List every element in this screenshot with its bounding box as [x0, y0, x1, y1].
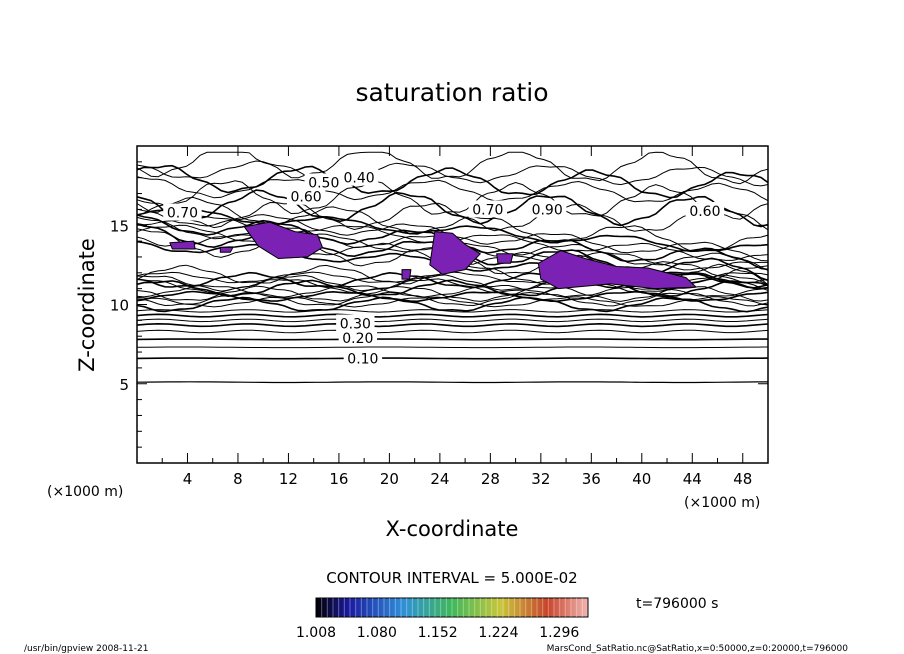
x-tick-label: 12 [279, 470, 298, 488]
y-tick-label: 10 [110, 297, 129, 315]
contour-labels: 0.100.200.300.400.500.600.70 0.70 0.90 0.60 [163, 168, 725, 367]
contour-label-bg [304, 173, 343, 191]
supersaturated-region [219, 246, 234, 253]
colorbar-tick-label: 1.152 [418, 625, 458, 641]
x-tick-label: 4 [183, 470, 193, 488]
colorbar-tick-labels: 1.008 1.080 1.152 1.224 1.296 [296, 625, 579, 641]
contour-line [136, 338, 768, 341]
supersaturated-region [537, 250, 697, 290]
x-tick-label: 16 [329, 470, 348, 488]
contour-label: 0.30 [340, 317, 371, 333]
contour-label: 0.40 [344, 171, 375, 187]
contour-label: 0.50 [308, 175, 339, 191]
x-axis-ticks: 4 8 12 16 20 24 28 32 36 40 44 48 [161, 146, 752, 488]
contour-line [136, 318, 769, 323]
contour-line [136, 329, 769, 334]
plot-area: 0.100.200.300.400.500.600.70 0.70 0.90 0.60 [136, 145, 769, 464]
contour-line [136, 322, 769, 328]
y-tick-label: 15 [110, 217, 129, 235]
contour-line [136, 206, 769, 253]
contour-label-bg [685, 201, 725, 219]
contour-line [136, 381, 768, 384]
contour-label: 0.10 [347, 351, 378, 367]
x-tick-label: 8 [233, 470, 243, 488]
x-tick-label: 48 [733, 470, 752, 488]
supersaturated-regions [169, 221, 697, 290]
x-unit-left: (×1000 m) [47, 484, 123, 500]
chart-title: saturation ratio [355, 78, 548, 107]
supersaturated-region [169, 240, 196, 250]
footer-right: MarsCond_SatRatio.nc@SatRatio,x=0:50000,… [547, 644, 849, 654]
x-unit-right: (×1000 m) [684, 495, 760, 511]
contour-line [136, 296, 769, 308]
x-tick-label: 20 [380, 470, 399, 488]
contour-line [136, 279, 769, 298]
colorbar-tick-label: 1.080 [357, 625, 397, 641]
y-tick-label: 5 [119, 376, 129, 394]
contour-line [136, 164, 769, 199]
contour-line [136, 160, 769, 187]
contour-label-bg [339, 168, 379, 186]
supersaturated-region [243, 221, 323, 259]
contour-line [136, 313, 769, 318]
footer-left: /usr/bin/gpview 2008-11-21 [24, 644, 148, 654]
contour-line [136, 189, 769, 228]
contour-line [136, 291, 769, 307]
contour-line [136, 274, 769, 292]
x-tick-label: 28 [481, 470, 500, 488]
x-tick-label: 32 [531, 470, 550, 488]
contour-label: 0.60 [291, 190, 322, 206]
colorbar-stripes [321, 598, 583, 617]
contour-label-bg [163, 203, 202, 221]
contour-line [136, 309, 769, 313]
contour-label-bg [527, 200, 567, 218]
x-tick-label: 40 [632, 470, 651, 488]
supersaturated-region [429, 231, 481, 275]
colorbar-tick-label: 1.008 [296, 625, 336, 641]
x-tick-label: 36 [582, 470, 601, 488]
contour-line [136, 290, 769, 303]
contour-label: 0.60 [689, 204, 720, 220]
colorbar-tick-label: 1.296 [539, 625, 579, 641]
contour-label: 0.70 [472, 202, 503, 218]
contour-label: 0.20 [342, 331, 373, 347]
time-label: t=796000 s [636, 596, 718, 612]
supersaturated-region [496, 253, 514, 264]
contour-line [136, 346, 769, 349]
colorbar-tick-label: 1.224 [478, 625, 518, 641]
contour-label: 0.70 [167, 206, 198, 222]
y-axis-label: Z-coordinate [75, 238, 99, 372]
contour-line [136, 180, 769, 220]
contour-line [136, 196, 769, 252]
supersaturated-region [401, 269, 412, 280]
contour-interval-text: CONTOUR INTERVAL = 5.000E-02 [326, 569, 577, 587]
contour-line [136, 151, 769, 185]
contour-line [136, 357, 769, 360]
x-tick-label: 44 [683, 470, 702, 488]
contour-line [136, 176, 769, 203]
contour-label-bg [336, 314, 375, 332]
contour-label: 0.90 [532, 202, 563, 218]
contour-label-bg [338, 328, 378, 346]
colorbar [315, 597, 589, 618]
contour-label-bg [468, 200, 508, 218]
x-tick-label: 24 [430, 470, 449, 488]
contour-label-bg [343, 349, 383, 367]
contour-line [136, 296, 769, 313]
x-axis-label: X-coordinate [386, 517, 519, 541]
contour-label-bg [286, 187, 326, 205]
y-axis-ticks: 5 10 15 [110, 161, 768, 448]
